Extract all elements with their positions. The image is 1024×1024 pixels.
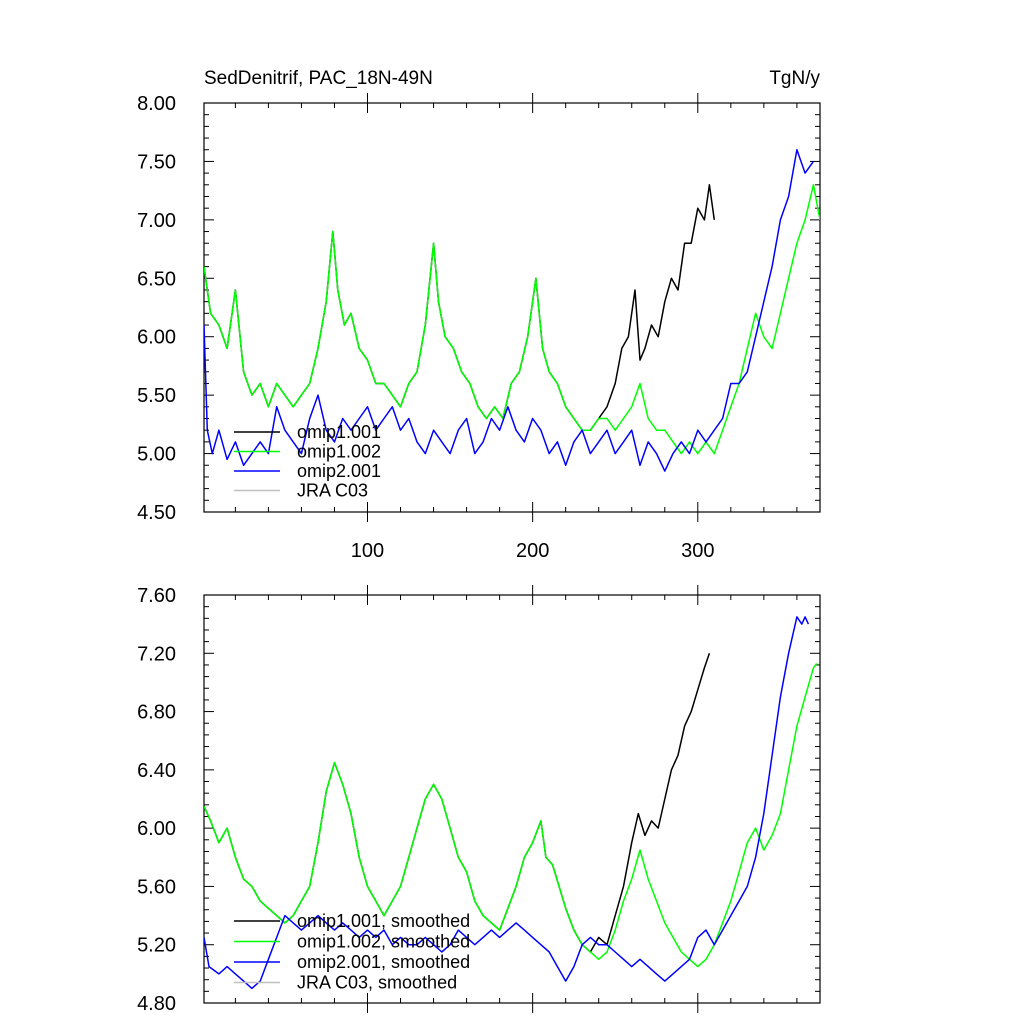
y-tick-label: 7.20 [137,643,176,665]
legend-label: omip1.001 [297,422,381,442]
legend-label: JRA C03, smoothed [297,973,457,993]
y-tick-label: 6.40 [137,760,176,782]
series-line-omip1-002 [204,184,820,455]
x-tick-label: 200 [516,540,549,562]
legend-label: omip2.001 [297,461,381,481]
legend-label: JRA C03 [297,481,368,501]
legend-label: omip1.001, smoothed [297,911,470,931]
chart-units: TgN/y [769,68,820,89]
legend-label: omip2.001, smoothed [297,952,470,972]
y-tick-label: 4.80 [137,993,176,1015]
series-group [204,616,818,990]
series-line-omip1-001-smoothed [204,653,711,953]
y-tick-label: 5.50 [137,385,176,407]
y-tick-label: 7.00 [137,210,176,232]
y-tick-label: 6.00 [137,327,176,349]
y-tick-label: 6.00 [137,818,176,840]
y-tick-label: 5.60 [137,876,176,898]
y-tick-label: 6.80 [137,702,176,724]
x-tick-label: 300 [681,540,714,562]
x-tick-label: 100 [351,540,384,562]
top-panel: 8.00 7.50 7.00 6.50 6.00 5.50 5.00 4.50 100 200 30… [137,93,821,562]
y-tick-label: 7.60 [137,585,176,607]
y-tick-label: 4.50 [137,502,176,524]
legend-label: omip1.002 [297,442,381,462]
chart-title: SedDenitrif, PAC_18N-49N [204,68,433,89]
bottom-panel: 7.60 7.20 6.80 6.40 6.00 5.60 5.20 4.80 omip1.00… [137,585,821,1015]
plot-frame [203,102,821,513]
series-line-omip1-002-smoothed [204,663,818,968]
y-tick-label: 5.00 [137,444,176,466]
series-line-omip2-001 [204,148,815,472]
legend-label: omip1.002, smoothed [297,932,470,952]
y-tick-label: 8.00 [137,93,176,115]
series-group [204,148,820,472]
y-tick-label: 5.20 [137,935,176,957]
series-line-omip1-001 [204,184,716,431]
plot-frame [203,594,821,1004]
y-tick-label: 7.50 [137,151,176,173]
series-line-omip2-001-smoothed [204,616,810,990]
y-tick-label: 6.50 [137,268,176,290]
